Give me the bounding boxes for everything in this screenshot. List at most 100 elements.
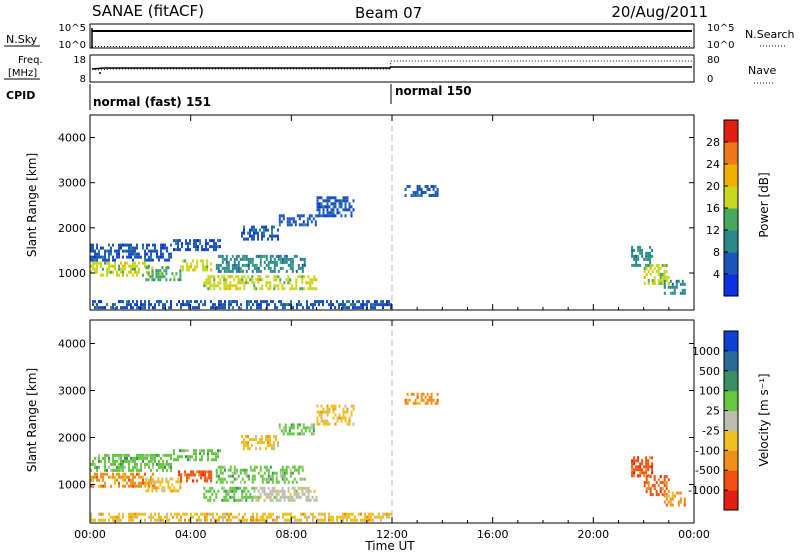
echo-cell <box>96 306 98 310</box>
echo-cell <box>223 287 226 291</box>
echo-cell <box>639 465 642 469</box>
echo-cell <box>157 480 160 484</box>
echo-cell <box>165 266 168 270</box>
echo-region <box>145 477 182 493</box>
echo-cell <box>651 254 654 258</box>
echo-cell <box>128 246 130 250</box>
echo-cell <box>360 303 362 307</box>
echo-cell <box>645 490 648 494</box>
echo-cell <box>282 429 285 433</box>
echo-cell <box>234 300 236 304</box>
echo-cell <box>326 422 329 426</box>
echo-cell <box>202 470 205 474</box>
echo-cell <box>209 281 212 285</box>
echo-cell <box>370 515 372 519</box>
echo-cell <box>122 472 124 476</box>
echo-cell <box>98 453 100 457</box>
echo-cell <box>217 455 219 459</box>
echo-cell <box>219 281 222 285</box>
echo-cell <box>241 435 243 439</box>
echo-cell <box>641 254 644 258</box>
echo-cell <box>651 279 654 282</box>
echo-cell <box>249 438 251 442</box>
echo-cell <box>271 486 274 490</box>
echo-cell <box>231 489 234 493</box>
echo-cell <box>348 300 350 304</box>
echo-cell <box>118 255 120 259</box>
echo-cell <box>124 453 126 457</box>
echo-cell <box>233 492 236 496</box>
echo-cell <box>292 217 295 221</box>
echo-cell <box>102 267 104 271</box>
echo-cell <box>295 468 298 472</box>
echo-cell <box>205 248 207 252</box>
echo-cell <box>217 266 220 270</box>
echo-cell <box>209 498 212 502</box>
echo-cell <box>647 474 650 478</box>
echo-cell <box>269 269 272 273</box>
echo-cell <box>298 518 300 522</box>
echo-cell <box>655 493 658 497</box>
echo-cell <box>118 243 120 247</box>
echo-cell <box>271 471 274 475</box>
echo-cell <box>177 480 180 484</box>
echo-cell <box>120 518 122 522</box>
echo-cell <box>163 275 166 279</box>
echo-cell <box>256 515 258 519</box>
echo-cell <box>204 265 207 269</box>
echo-cell <box>170 243 172 247</box>
echo-cell <box>370 306 372 310</box>
echo-cell <box>649 264 652 267</box>
echo-cell <box>281 468 284 472</box>
echo-cell <box>681 282 684 286</box>
echo-cell <box>126 459 128 463</box>
echo-cell <box>265 281 268 285</box>
echo-cell <box>384 512 386 516</box>
echo-region <box>404 392 439 405</box>
echo-cell <box>96 261 98 265</box>
echo-cell <box>280 303 282 307</box>
echo-cell <box>360 306 362 310</box>
echo-cell <box>647 465 650 469</box>
echo-cell <box>180 479 183 483</box>
colorbar-segment <box>724 370 738 392</box>
echo-cell <box>207 275 210 279</box>
echo-cell <box>643 471 646 475</box>
echo-cell <box>213 281 216 285</box>
echo-cell <box>118 515 120 519</box>
echo-cell <box>358 306 360 310</box>
echo-cell <box>140 306 142 310</box>
echo-cell <box>247 477 250 481</box>
echo-cell <box>304 512 306 516</box>
echo-cell <box>178 518 180 522</box>
echo-cell <box>259 486 262 490</box>
echo-cell <box>273 495 276 499</box>
echo-cell <box>300 223 303 227</box>
echo-cell <box>663 279 666 283</box>
echo-cell <box>124 475 126 479</box>
echo-cell <box>92 462 94 466</box>
echo-cell <box>118 273 120 277</box>
echo-cell <box>172 515 174 519</box>
echo-cell <box>158 459 160 463</box>
echo-cell <box>342 300 344 304</box>
echo-cell <box>102 518 104 522</box>
echo-cell <box>140 475 142 479</box>
echo-cell <box>260 306 262 310</box>
echo-cell <box>196 479 199 483</box>
echo-cell <box>116 472 118 476</box>
echo-cell <box>683 291 686 295</box>
echo-cell <box>190 262 193 266</box>
echo-cell <box>171 483 174 487</box>
echo-cell <box>267 444 269 448</box>
echo-cell <box>152 456 154 460</box>
echo-cell <box>201 455 203 459</box>
echo-cell <box>271 498 274 502</box>
echo-cell <box>330 202 333 206</box>
echo-cell <box>203 492 206 496</box>
echo-cell <box>120 306 122 310</box>
echo-cell <box>157 486 160 490</box>
echo-cell <box>643 465 646 469</box>
echo-cell <box>290 432 293 436</box>
echo-cell <box>318 512 320 516</box>
